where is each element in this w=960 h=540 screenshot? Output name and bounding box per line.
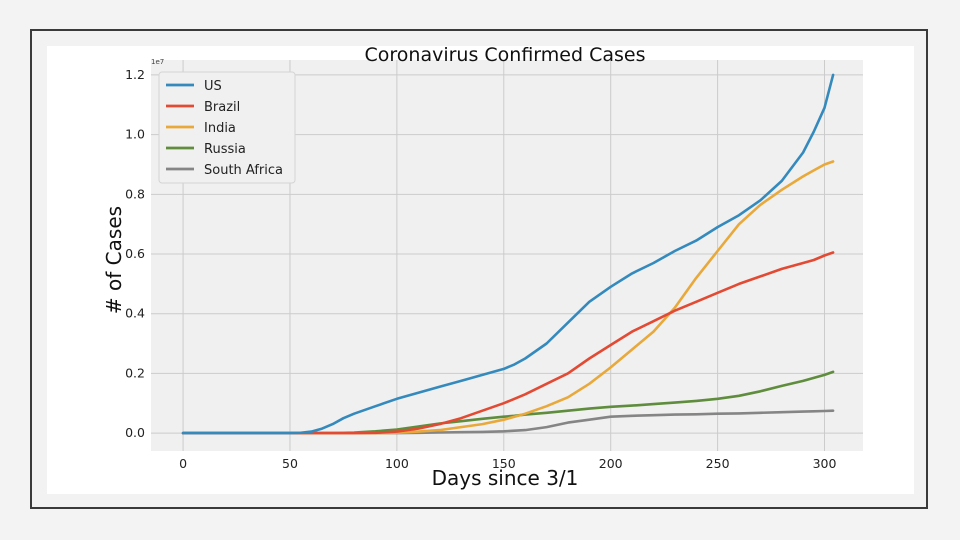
legend-label-russia: Russia	[204, 142, 246, 157]
legend-box	[158, 71, 296, 184]
x-tick-label: 50	[282, 456, 298, 471]
legend-label-us: US	[204, 79, 222, 94]
x-tick-label: 100	[385, 456, 409, 471]
y-tick-label: 0.8	[125, 186, 145, 201]
x-axis-label: Days since 3/1	[432, 466, 579, 490]
x-tick-label: 200	[599, 456, 623, 471]
series-line-us	[181, 73, 835, 435]
legend-label-south-africa: South Africa	[204, 163, 283, 178]
y-tick-label: 1.0	[125, 127, 145, 142]
line-chart: 0 50 100 150 200 250 300 0.0 0.2 0.4 0.6 0.8 1.0 1.2…	[102, 46, 863, 490]
x-tick-label: 150	[492, 456, 516, 471]
chart-title: Coronavirus Confirmed Cases	[365, 46, 646, 66]
y-axis-label: # of Cases	[102, 206, 126, 314]
y-tick-labels: 0.0 0.2 0.4 0.6 0.8 1.0 1.2	[125, 67, 145, 440]
chart-card: 0 50 100 150 200 250 300 0.0 0.2 0.4 0.6 0.8 1.0 1.2…	[47, 46, 914, 494]
y-tick-label: 0.4	[125, 306, 145, 321]
y-multiplier-label: 1e7	[151, 58, 164, 66]
x-tick-label: 0	[179, 456, 187, 471]
series-lines	[181, 73, 835, 435]
x-tick-label: 300	[813, 456, 837, 471]
x-tick-labels: 0 50 100 150 200 250 300	[179, 456, 836, 471]
y-tick-label: 0.6	[125, 246, 145, 261]
y-tick-label: 0.0	[125, 425, 145, 440]
legend-label-brazil: Brazil	[204, 100, 240, 115]
legend: US Brazil India Russia South Africa	[158, 71, 296, 184]
y-tick-label: 0.2	[125, 365, 145, 380]
legend-label-india: India	[204, 121, 236, 136]
y-tick-label: 1.2	[125, 67, 145, 82]
x-tick-label: 250	[706, 456, 730, 471]
